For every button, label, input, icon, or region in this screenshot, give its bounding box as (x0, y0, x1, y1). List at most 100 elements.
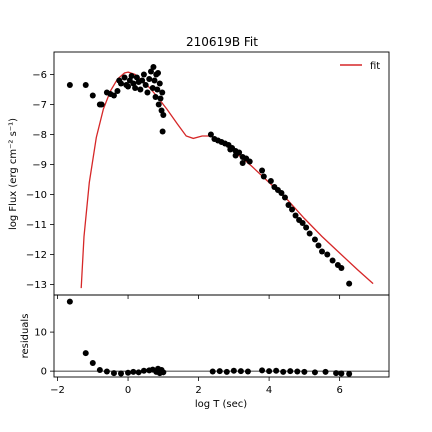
residuals-xtick-label-0: −2 (50, 385, 65, 396)
flux-data-point-29 (151, 77, 158, 84)
residuals-data-point-7 (125, 369, 132, 376)
flux-data-point-0 (66, 82, 73, 88)
residuals-data-point-32 (322, 368, 329, 375)
residuals-xtick-label-1: 0 (125, 385, 131, 396)
residuals-plot-area (54, 298, 389, 377)
flux-data-point-36 (157, 95, 164, 102)
flux-data-point-62 (281, 194, 288, 201)
residuals-panel-frame (53, 294, 390, 378)
flux-data-point-33 (155, 70, 162, 76)
flux-ytick-label-3: −9 (32, 160, 47, 171)
flux-data-point-25 (146, 76, 153, 82)
residuals-data-point-22 (237, 368, 244, 375)
legend: fit (340, 61, 380, 72)
chart-title: 210619B Fit (186, 35, 258, 49)
flux-data-point-16 (130, 80, 137, 87)
residuals-data-point-27 (280, 368, 287, 375)
flux-x-axis (57, 295, 341, 299)
flux-data-point-57 (260, 173, 267, 180)
flux-data-point-70 (311, 236, 318, 243)
flux-data-point-64 (289, 206, 296, 213)
x-axis-label: log T (sec) (195, 399, 247, 410)
flux-data-point-61 (278, 190, 285, 196)
residuals-data-point-9 (135, 369, 142, 376)
flux-ytick-label-6: −12 (26, 250, 47, 261)
flux-ytick-label-4: −10 (26, 190, 47, 201)
flux-data-point-67 (299, 220, 306, 226)
flux-data-point-56 (259, 167, 266, 174)
residuals-data-point-2 (89, 359, 96, 366)
flux-data-point-73 (324, 251, 331, 258)
residuals-y-axis-label: residuals (20, 314, 31, 359)
flux-data-point-37 (158, 107, 165, 114)
flux-data-point-58 (267, 178, 274, 184)
residuals-data-point-25 (266, 368, 273, 375)
flux-data-point-13 (125, 83, 132, 90)
flux-ytick-label-2: −8 (32, 130, 47, 141)
residuals-data-point-4 (103, 368, 110, 375)
residuals-data-point-30 (301, 368, 308, 375)
residuals-data-point-23 (244, 368, 251, 375)
residuals-data-point-34 (338, 370, 345, 377)
flux-panel: −6 −7 −8 −9 −10 −11 −12 −13 log Flux (erg cm⁻² … (8, 51, 390, 299)
flux-data-point-74 (329, 257, 336, 264)
residuals-data-point-19 (216, 368, 223, 375)
flux-y-axis-label: log Flux (erg cm⁻² s⁻¹) (8, 118, 19, 230)
flux-data-point-52 (246, 158, 253, 165)
residuals-data-point-10 (140, 367, 147, 374)
residuals-xtick-label-3: 4 (266, 385, 272, 396)
flux-data-point-24 (144, 89, 151, 96)
flux-data-point-11 (121, 74, 128, 81)
flux-data-point-21 (139, 77, 146, 84)
flux-data-point-55 (227, 146, 234, 153)
residuals-data-point-0 (66, 298, 73, 305)
flux-data-point-27 (149, 85, 156, 91)
flux-data-point-65 (292, 212, 299, 219)
flux-ytick-label-0: −6 (32, 70, 47, 81)
flux-data-point-15 (128, 73, 135, 79)
residuals-data-point-33 (333, 370, 340, 377)
residuals-y-axis: 0 10 (34, 328, 54, 378)
flux-data-point-20 (137, 86, 144, 93)
flux-data-point-54 (232, 152, 239, 159)
residuals-xtick-label-2: 2 (195, 385, 201, 396)
flux-data-point-69 (306, 230, 313, 237)
flux-data-point-53 (239, 160, 246, 166)
residuals-data-point-6 (118, 370, 124, 377)
flux-data-point-34 (155, 101, 162, 108)
flux-data-point-76 (338, 265, 345, 271)
flux-data-point-30 (152, 94, 159, 100)
flux-ytick-label-1: −7 (32, 100, 47, 111)
flux-data-point-35 (156, 80, 163, 87)
flux-data-point-8 (114, 88, 121, 94)
flux-data-point-39 (160, 112, 167, 118)
residuals-data-point-24 (259, 367, 266, 374)
flux-data-point-4 (98, 101, 105, 108)
residuals-data-point-17 (160, 369, 167, 376)
flux-fit-line (80, 71, 374, 289)
residuals-data-point-5 (110, 370, 117, 377)
flux-plot-area (66, 64, 374, 289)
flux-data-point-10 (118, 80, 124, 87)
flux-data-point-32 (154, 86, 161, 93)
residuals-data-point-35 (346, 370, 353, 377)
residuals-data-point-18 (209, 368, 216, 375)
residuals-data-point-21 (230, 367, 237, 374)
flux-data-point-2 (89, 92, 96, 99)
legend-fit-label: fit (370, 61, 380, 72)
flux-data-point-72 (319, 248, 325, 255)
flux-data-point-22 (140, 71, 147, 78)
residuals-data-point-1 (82, 350, 89, 357)
flux-data-point-7 (110, 92, 117, 99)
flux-y-axis: −6 −7 −8 −9 −10 −11 −12 −13 (26, 70, 54, 291)
residuals-data-point-31 (311, 369, 318, 376)
residuals-xtick-label-4: 6 (336, 385, 342, 396)
flux-ytick-label-7: −13 (26, 280, 47, 291)
residuals-ytick-label-0: 0 (41, 367, 47, 378)
flux-data-point-63 (285, 202, 292, 208)
flux-data-point-26 (147, 68, 154, 75)
flux-data-point-18 (133, 74, 140, 81)
residuals-panel: 010 −2 0 2 4 6 residuals log T (sec) (20, 294, 390, 410)
